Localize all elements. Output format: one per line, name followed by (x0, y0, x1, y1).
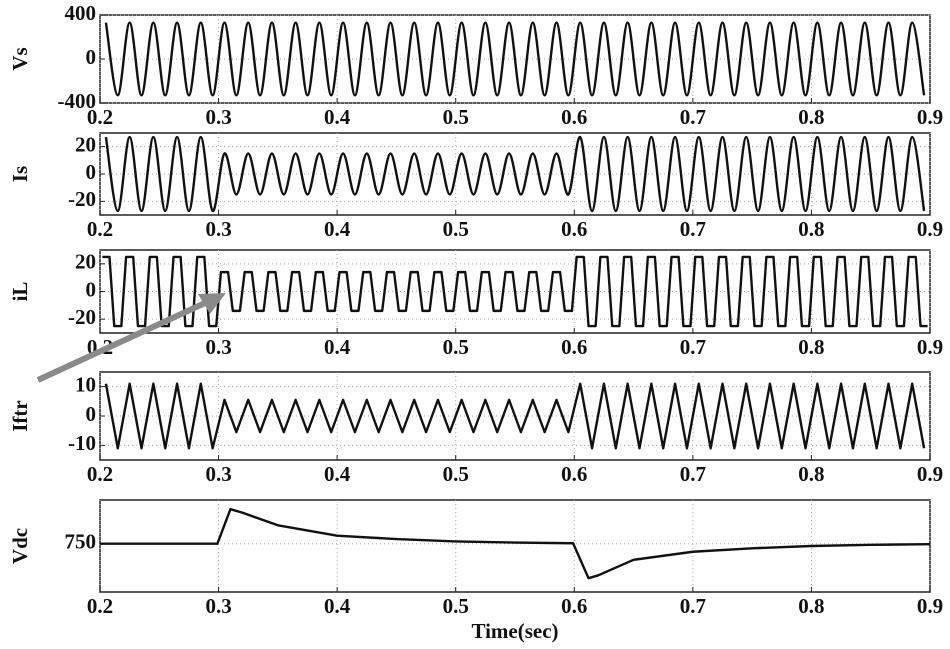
x-tick-label: 0.3 (205, 335, 231, 359)
x-tick-label: 0.5 (443, 217, 469, 241)
y-tick-label: 20 (75, 250, 96, 274)
x-axis-label: Time(sec) (471, 619, 558, 643)
y-tick-label: 0 (86, 277, 97, 301)
x-tick-label: 0.8 (798, 335, 824, 359)
x-tick-label: 0.2 (87, 594, 113, 618)
x-tick-label: 0.8 (798, 462, 824, 486)
x-tick-label: 0.3 (205, 217, 231, 241)
arrow-head (198, 293, 226, 314)
x-tick-label: 0.6 (561, 217, 587, 241)
x-tick-label: 0.5 (443, 594, 469, 618)
x-tick-label: 0.9 (917, 594, 943, 618)
data-line (102, 255, 928, 328)
x-tick-label: 0.6 (561, 594, 587, 618)
arrow-shaft (36, 300, 207, 383)
x-tick-label: 0.7 (680, 105, 706, 129)
plot-frame (99, 499, 931, 593)
x-tick-label: 0.8 (798, 594, 824, 618)
x-tick-label: 0.6 (561, 105, 587, 129)
x-tick-label: 0.3 (205, 105, 231, 129)
y-axis-label: Iftr (8, 400, 32, 431)
plots: 0.2 0.3 0.4 0.5 0.6 0.7 0.8 0.9 -400 0 400 Vs 0.2 0.3… (8, 1, 943, 643)
x-tick-label: 0.4 (324, 335, 351, 359)
x-tick-label: 0.5 (443, 462, 469, 486)
y-tick-label: 0 (86, 160, 97, 184)
x-tick-label: 0.2 (87, 217, 113, 241)
x-tick-label: 0.7 (680, 594, 706, 618)
y-tick-label: 0 (86, 45, 97, 69)
y-axis-label: Vs (8, 47, 32, 70)
y-tick-label: 750 (65, 530, 97, 554)
x-tick-label: 0.2 (87, 105, 113, 129)
x-tick-label: 0.8 (798, 105, 824, 129)
data-line (104, 21, 926, 97)
x-tick-label: 0.4 (324, 594, 351, 618)
x-tick-label: 0.6 (561, 462, 587, 486)
data-line (100, 508, 931, 580)
y-axis-label: Vdc (8, 528, 32, 564)
x-tick-label: 0.7 (680, 335, 706, 359)
y-axis-label: Is (8, 166, 32, 182)
x-tick-label: 0.2 (87, 462, 113, 486)
x-tick-label: 0.4 (324, 105, 351, 129)
y-axis-label: iL (8, 282, 32, 302)
y-tick-label: 400 (65, 1, 97, 25)
x-tick-label: 0.9 (917, 462, 943, 486)
x-tick-label: 0.3 (205, 594, 231, 618)
x-tick-label: 0.4 (324, 217, 351, 241)
data-line (104, 135, 926, 213)
y-tick-label: 0 (86, 402, 97, 426)
y-tick-label: 10 (75, 372, 96, 396)
y-tick-label: 20 (75, 132, 96, 156)
x-tick-label: 0.9 (917, 335, 943, 359)
annotation-arrow (36, 293, 226, 383)
x-tick-label: 0.7 (680, 462, 706, 486)
x-tick-label: 0.9 (917, 105, 943, 129)
x-tick-label: 0.5 (443, 335, 469, 359)
y-tick-label: -10 (68, 431, 96, 455)
x-tick-label: 0.9 (917, 217, 943, 241)
x-tick-label: 0.8 (798, 217, 824, 241)
y-tick-label: -20 (68, 305, 96, 329)
x-tick-label: 0.5 (443, 105, 469, 129)
x-tick-label: 0.3 (205, 462, 231, 486)
data-line (104, 382, 926, 450)
y-tick-label: -400 (58, 89, 97, 113)
x-tick-label: 0.7 (680, 217, 706, 241)
y-tick-label: -20 (68, 187, 96, 211)
x-tick-label: 0.4 (324, 462, 351, 486)
x-tick-label: 0.6 (561, 335, 587, 359)
